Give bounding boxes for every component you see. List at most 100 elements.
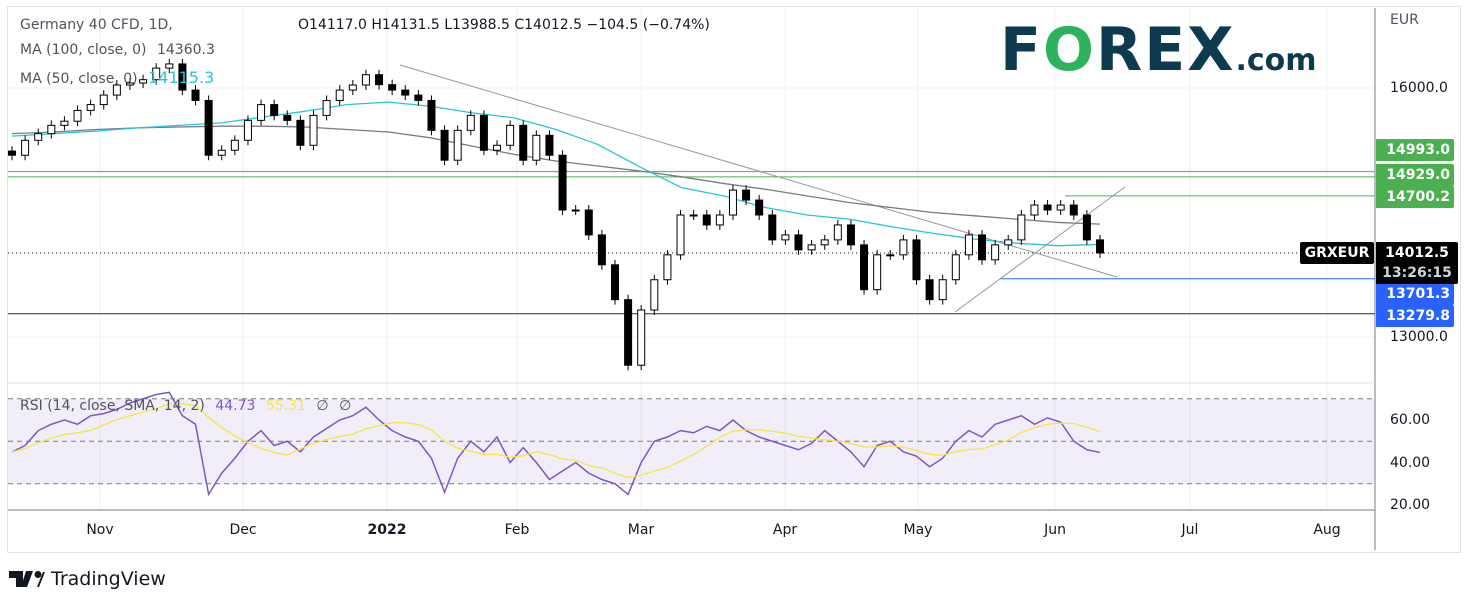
candle-body xyxy=(728,189,737,216)
candle-body xyxy=(768,214,777,241)
candle-body xyxy=(964,234,973,256)
time-tick: Feb xyxy=(504,522,530,538)
price-tick: 16000.0 xyxy=(1390,80,1448,96)
time-tick: Aug xyxy=(1313,522,1341,538)
candle-body xyxy=(1043,204,1052,211)
candle-body xyxy=(506,124,515,146)
ohlc-readout: O14117.0 H14131.5 L13988.5 C14012.5 −104… xyxy=(298,17,710,33)
candle-body xyxy=(427,99,436,131)
candle-body xyxy=(637,309,646,366)
candle-body xyxy=(663,254,672,281)
candle-body xyxy=(296,119,305,146)
candle-body xyxy=(322,99,331,116)
candle-body xyxy=(571,209,580,212)
candle-body xyxy=(139,79,148,84)
rsi-tick: 40.00 xyxy=(1390,455,1431,471)
rsi-sma-line xyxy=(11,403,1101,479)
candle-body xyxy=(532,134,541,161)
candle-body xyxy=(440,129,449,161)
last-price-tag: 14012.5 13:26:15 xyxy=(1376,242,1458,284)
candle-body xyxy=(466,114,475,131)
candle-body xyxy=(204,99,213,156)
candle-body xyxy=(597,234,606,266)
candle-body xyxy=(833,224,842,241)
time-tick: Nov xyxy=(86,522,114,538)
price-tick: 13000.0 xyxy=(1390,329,1448,345)
time-tick: Mar xyxy=(627,522,655,538)
candle-body xyxy=(1096,239,1104,254)
candle-body xyxy=(191,89,200,101)
tradingview-brand[interactable]: TradingView xyxy=(9,568,166,590)
ma50-label: MA (50, close, 0) xyxy=(20,71,138,87)
candle-body xyxy=(348,84,357,91)
time-tick: May xyxy=(903,522,933,538)
ma50-legend[interactable]: MA (50, close, 0) 14115.3 xyxy=(20,68,214,87)
candle-body xyxy=(807,244,816,251)
candle-body xyxy=(217,149,226,156)
rsi-extra: ∅ xyxy=(316,398,329,414)
candle-body xyxy=(820,239,829,246)
candle-body xyxy=(702,214,711,226)
symbol-title[interactable]: Germany 40 CFD, 1D, xyxy=(20,17,173,33)
candle-body xyxy=(912,239,921,281)
candle-body xyxy=(309,114,318,146)
candle-body xyxy=(270,104,279,116)
candle-body xyxy=(388,84,397,91)
candle-body xyxy=(742,189,751,201)
rsi-sma-value: 55.31 xyxy=(265,398,306,414)
rsi-legend[interactable]: RSI (14, close, SMA, 14, 2) 44.73 55.31 … xyxy=(20,398,351,414)
candle-body xyxy=(86,104,95,111)
candle-body xyxy=(47,124,56,135)
tradingview-text: TradingView xyxy=(51,568,166,590)
candle-body xyxy=(558,154,567,211)
rsi-value: 44.73 xyxy=(215,398,256,414)
candle-body xyxy=(938,279,947,301)
candle-body xyxy=(925,279,934,301)
candle-body xyxy=(1056,204,1065,211)
uptrend-line xyxy=(954,186,1126,313)
candle-body xyxy=(689,214,698,217)
candle-body xyxy=(34,133,43,141)
candle-body xyxy=(493,144,502,151)
candle-body xyxy=(978,234,987,261)
candle-body xyxy=(243,119,252,141)
rsi-line xyxy=(11,391,1101,497)
price-level-tag: 14929.0 xyxy=(1376,164,1454,186)
candle-body xyxy=(375,74,384,86)
candle-body xyxy=(794,234,803,251)
candle-body xyxy=(401,89,410,96)
candle-body xyxy=(899,239,908,256)
candle-body xyxy=(1004,239,1013,246)
price-level-tag: 13701.3 xyxy=(1376,283,1454,305)
candle-body xyxy=(886,254,895,257)
candle-body xyxy=(519,124,528,161)
candle-body xyxy=(951,254,960,281)
candle-body xyxy=(283,114,292,121)
price-level-tag: 14993.0 xyxy=(1376,139,1454,161)
ma100-label: MA (100, close, 0) xyxy=(20,42,147,58)
ma100-legend[interactable]: MA (100, close, 0) 14360.3 xyxy=(20,42,215,58)
candle-body xyxy=(545,134,554,156)
rsi-label: RSI (14, close, SMA, 14, 2) xyxy=(20,398,205,414)
ma100-value: 14360.3 xyxy=(156,42,215,58)
candle-body xyxy=(846,224,855,246)
ma50-value: 14115.3 xyxy=(148,68,215,87)
candle-body xyxy=(414,94,423,101)
ma50-line xyxy=(11,101,1101,247)
candle-body xyxy=(21,139,30,156)
candle-body xyxy=(125,82,134,86)
rsi-extra: ∅ xyxy=(339,398,352,414)
candle-body xyxy=(230,139,239,151)
candle-body xyxy=(335,89,344,101)
candle-body xyxy=(178,63,187,91)
candle-body xyxy=(676,214,685,256)
time-tick: Dec xyxy=(229,522,257,538)
last-price-value: 14012.5 xyxy=(1385,245,1449,261)
time-tick: 2022 xyxy=(367,522,407,538)
time-tick: Jun xyxy=(1044,522,1066,538)
candle-body xyxy=(624,299,633,366)
bar-countdown: 13:26:15 xyxy=(1382,265,1452,281)
forex-logo: FOREX.com xyxy=(1000,15,1317,85)
candle-body xyxy=(715,214,724,226)
